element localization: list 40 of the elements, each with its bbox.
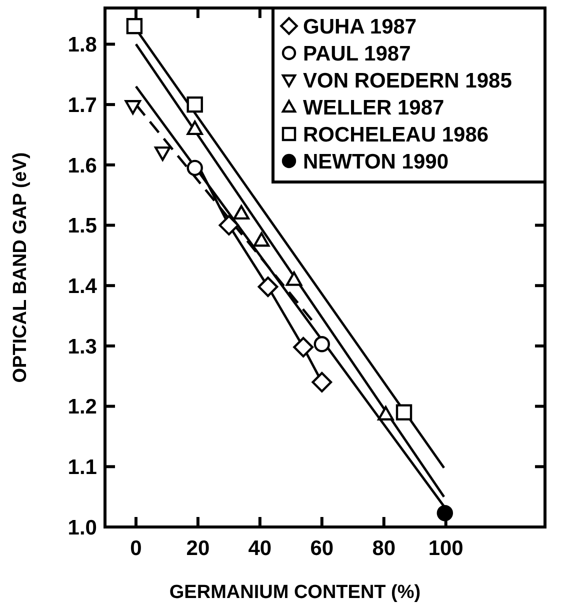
- point: [436, 505, 454, 522]
- legend-label: WELLER 1987: [303, 96, 444, 120]
- point: [233, 205, 250, 220]
- point: [126, 18, 143, 34]
- point: [124, 100, 141, 114]
- x-tick-label: 20: [186, 537, 210, 560]
- y-tick-label: 1.1: [68, 456, 98, 479]
- y-tick-label: 1.8: [68, 34, 98, 57]
- legend-label: VON ROEDERN 1985: [303, 69, 512, 92]
- y-axis-title: OPTICAL BAND GAP (eV): [10, 152, 31, 383]
- legend-label: PAUL 1987: [303, 42, 411, 66]
- x-tick-label: 100: [428, 537, 464, 560]
- x-tick-label: 60: [310, 537, 334, 560]
- point: [253, 232, 270, 247]
- legend-label: ROCHELEAU 1986: [303, 123, 489, 146]
- y-tick-label: 1.0: [68, 516, 97, 540]
- x-axis-title: GERMANIUM CONTENT (%): [169, 582, 421, 603]
- y-tick-label: 1.2: [68, 396, 97, 419]
- y-tick-label: 1.6: [68, 154, 97, 178]
- x-tick-label: 40: [248, 537, 272, 560]
- x-tick-label: 0: [130, 537, 142, 560]
- point: [378, 406, 394, 420]
- point: [258, 276, 278, 298]
- point: [286, 271, 302, 286]
- point: [186, 120, 203, 136]
- x-tick-label: 80: [372, 537, 396, 560]
- point: [293, 336, 314, 358]
- point: [314, 336, 330, 352]
- y-tick-label: 1.3: [68, 335, 97, 358]
- legend-label: GUHA 1987: [303, 15, 417, 38]
- point: [186, 160, 203, 176]
- point: [154, 146, 171, 161]
- point: [396, 404, 412, 420]
- point: [312, 372, 332, 392]
- y-tick-label: 1.7: [68, 94, 97, 117]
- y-tick-label: 1.4: [68, 274, 98, 298]
- legend-label: NEWTON 1990: [303, 150, 448, 174]
- point: [186, 96, 203, 113]
- point: [218, 215, 240, 236]
- y-tick-label: 1.5: [68, 214, 98, 238]
